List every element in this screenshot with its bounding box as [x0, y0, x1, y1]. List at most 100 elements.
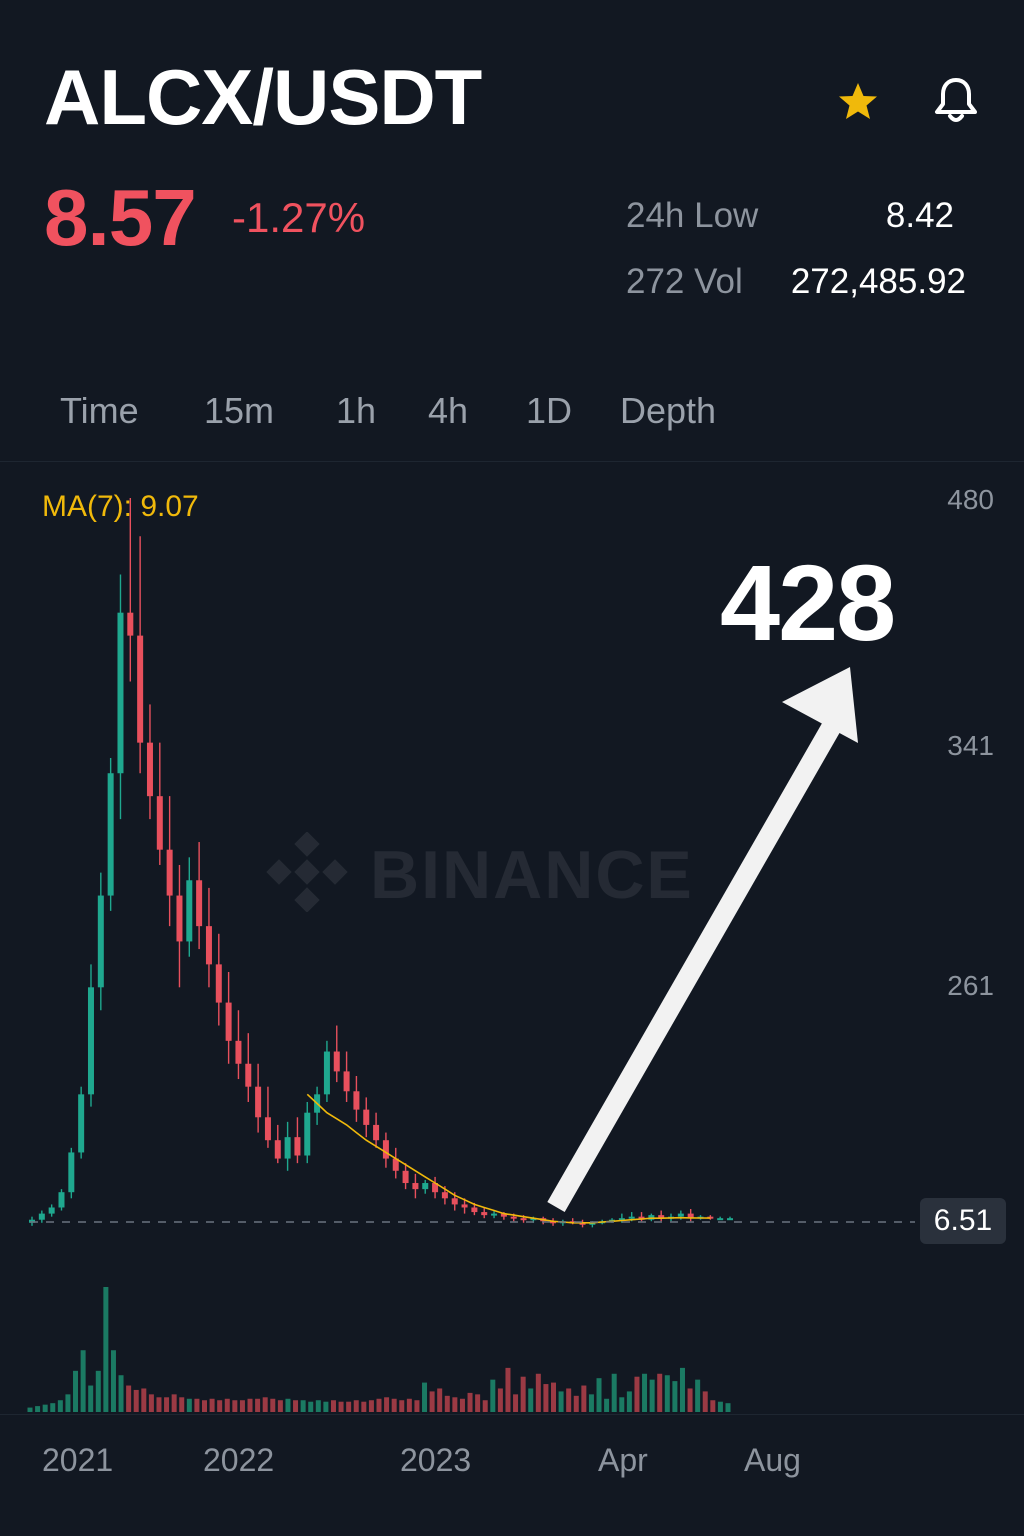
candle-body — [58, 1192, 65, 1208]
candle-body — [38, 1213, 45, 1220]
volume-bar — [224, 1398, 230, 1412]
volume-bar — [300, 1400, 306, 1412]
candle-body — [294, 1137, 301, 1156]
tab-1h[interactable]: 1h — [336, 390, 377, 431]
candle-body — [156, 796, 163, 850]
tab-15m[interactable]: 15m — [204, 390, 275, 431]
volume-bar — [103, 1287, 109, 1412]
candle-body — [658, 1215, 665, 1219]
volume-bar — [73, 1370, 79, 1412]
tab-depth[interactable]: Depth — [620, 390, 717, 431]
candle-body — [677, 1213, 684, 1217]
candle-body — [68, 1152, 75, 1193]
volume-bar — [57, 1400, 63, 1412]
volume-bar — [558, 1391, 564, 1412]
volume-bar — [687, 1388, 693, 1412]
candle-body — [471, 1207, 478, 1213]
candle-body — [323, 1051, 330, 1095]
market-header: ALCX/USDT 8.57 -1.27% 24h Low 8.42 272 V… — [0, 0, 1024, 460]
candle-body — [284, 1137, 291, 1159]
volume-bar — [50, 1403, 56, 1412]
target-arrow — [547, 667, 858, 1212]
tab-4h[interactable]: 4h — [428, 390, 469, 431]
ma7-line — [306, 1093, 711, 1224]
volume-bar — [573, 1395, 579, 1412]
candle-body — [176, 895, 183, 942]
volume-bar — [513, 1394, 519, 1412]
volume-bar — [126, 1385, 132, 1412]
candle-body — [481, 1212, 488, 1216]
candle-body — [97, 895, 104, 988]
volume-bar — [505, 1367, 511, 1412]
volume-bar — [725, 1403, 731, 1412]
candle-body — [137, 635, 144, 743]
volume-bar — [232, 1400, 238, 1412]
candle-body — [589, 1222, 596, 1225]
volume-bar — [664, 1375, 670, 1412]
favorite-button[interactable] — [834, 78, 882, 126]
volume-bar — [368, 1400, 374, 1412]
header-divider — [0, 461, 1024, 462]
candle-body — [146, 742, 153, 797]
tab-1d[interactable]: 1D — [526, 390, 573, 431]
candle-body — [373, 1124, 380, 1141]
price-alert-button[interactable] — [928, 72, 984, 128]
volume-bar — [429, 1391, 435, 1412]
candle-body — [333, 1051, 340, 1072]
tab-time[interactable]: Time — [60, 390, 139, 431]
candle-body — [107, 773, 114, 896]
price-change-percent: -1.27% — [232, 194, 366, 241]
binance-watermark: BINANCE — [262, 831, 742, 913]
candle-body — [510, 1216, 517, 1219]
volume-bar — [626, 1391, 632, 1412]
watermark-text: BINANCE — [370, 837, 694, 913]
volume-bar — [285, 1398, 291, 1412]
volume-bar — [604, 1398, 610, 1412]
volume-bar — [672, 1381, 678, 1412]
volume-bar — [467, 1392, 473, 1412]
x-tick-apr: Apr — [598, 1442, 648, 1478]
stat-label-24h-low: 24h Low — [626, 196, 759, 235]
volume-bar — [649, 1379, 655, 1412]
volume-bar — [35, 1406, 41, 1412]
volume-bar — [80, 1350, 86, 1412]
volume-bar — [596, 1378, 602, 1412]
candle-body — [166, 849, 173, 896]
candle-body — [717, 1218, 724, 1221]
volume-bar — [255, 1398, 261, 1412]
stat-value-24h-low: 8.42 — [885, 196, 954, 235]
volume-bar — [710, 1400, 716, 1412]
volume-bar — [422, 1382, 428, 1412]
volume-bar — [247, 1398, 253, 1412]
volume-bar — [330, 1400, 336, 1412]
candle-body — [186, 880, 193, 942]
candle-body — [225, 1002, 232, 1041]
candle-body — [402, 1170, 409, 1184]
volume-bar — [194, 1398, 200, 1412]
volume-bar — [520, 1376, 526, 1412]
candle-body — [579, 1222, 586, 1225]
y-tick-top: 480 — [947, 484, 994, 515]
x-tick-2021: 2021 — [42, 1442, 114, 1478]
candle-body — [117, 612, 124, 774]
volume-bar — [528, 1388, 534, 1412]
candle-body — [707, 1216, 714, 1219]
candle-body — [727, 1218, 733, 1221]
volume-bar — [353, 1400, 359, 1412]
volume-bar — [459, 1398, 465, 1412]
candle-body — [245, 1063, 252, 1087]
volume-bar — [262, 1397, 268, 1412]
volume-bar — [65, 1394, 71, 1412]
volume-bar — [611, 1373, 617, 1412]
x-tick-2023: 2023 — [400, 1442, 472, 1478]
candle-body — [304, 1112, 311, 1156]
candle-body — [530, 1218, 537, 1221]
volume-bar — [323, 1401, 329, 1412]
volume-bar — [702, 1391, 708, 1412]
candle-body — [491, 1213, 498, 1216]
candlestick-chart[interactable] — [0, 462, 1024, 1414]
current-price-tag: 6.51 — [920, 1198, 1006, 1244]
candle-body — [343, 1071, 350, 1092]
volume-bar — [202, 1400, 207, 1412]
volume-bar — [414, 1400, 420, 1412]
